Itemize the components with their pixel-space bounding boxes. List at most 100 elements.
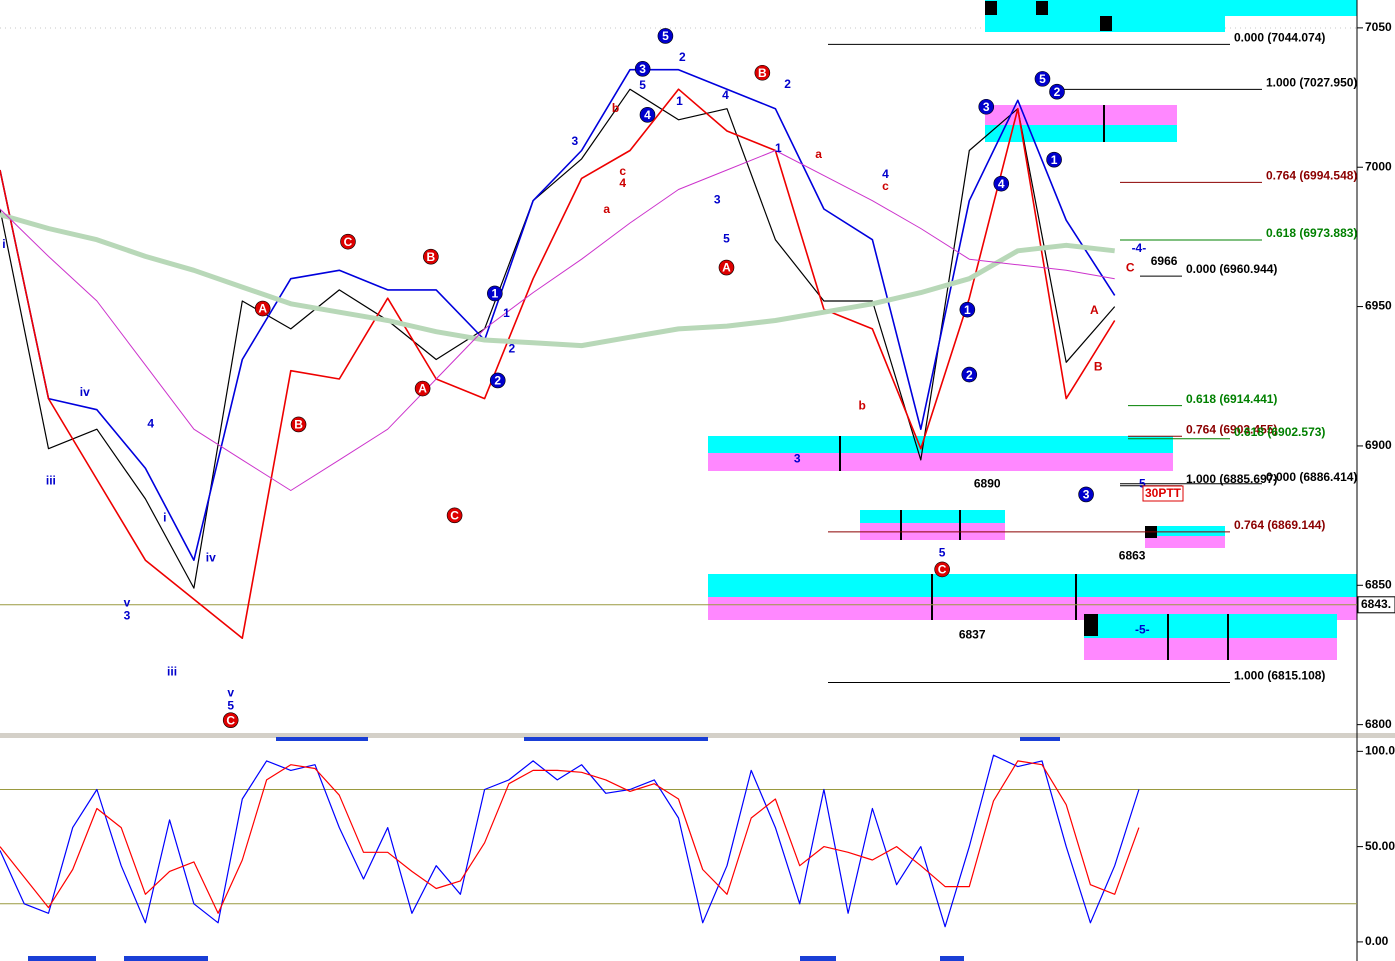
fib-level-label: 1.000 (6885.697) [1186,472,1277,486]
wave-label: 2 [494,374,501,388]
wave-label: 1 [491,287,498,301]
wave-circle [993,175,1010,192]
wave-label: b [859,399,866,413]
wave-label: 2 [784,77,791,91]
zone-magenta [708,453,1173,471]
wave-label: 1 [503,306,510,320]
wave-circle [657,28,674,44]
tag-box [1142,485,1184,502]
wave-label: 2 [508,342,515,356]
y-tick-label: 7050 [1365,20,1392,34]
zone-cyan [1145,526,1225,536]
wave-label: B [294,418,303,432]
y-tick-label: 6850 [1365,577,1392,591]
y-tick-label: 50.00 [1365,839,1395,853]
wave-label: 5 [1039,72,1046,86]
zone-block [1036,1,1048,15]
wave-circle [634,61,651,77]
panel-divider [0,733,1395,738]
wave-label: 4 [644,108,651,122]
zone-cyan [985,0,1357,16]
fib-level-label: 1.000 (7027.950) [1266,75,1357,89]
fib-level-label: 0.764 (6869.144) [1234,518,1325,532]
zone-cyan [860,510,1005,523]
marker-label-box [1357,596,1395,614]
wave-label: iv [206,551,216,565]
wave-label: 3 [639,62,646,76]
wave-label: 5 [723,232,730,246]
zone-cyan [708,574,1357,597]
wave-circle [1034,71,1051,87]
wave-label: A [418,382,427,396]
zone-magenta [1145,536,1225,548]
wave-label: 6966 [1151,254,1178,268]
wave-label: v [227,685,234,699]
wave-label: 4 [619,176,626,190]
wave-label: B [758,66,767,80]
wave-label: B [427,250,436,264]
wave-label: 2 [966,368,973,382]
wave-label: iv [80,385,90,399]
time-bar [800,956,836,961]
wave-circle [961,366,978,383]
wave-label: 6863 [1119,548,1146,562]
wave-label: iii [46,474,56,488]
wave-label: A [258,302,267,316]
wave-label: c [882,179,889,193]
zone-cyan [1084,614,1337,638]
wave-label: 1 [775,141,782,155]
series-line [0,212,1115,349]
zone-magenta [985,105,1177,125]
wave-circle [414,380,431,397]
wave-label: 4 [998,177,1005,191]
wave-label: i [2,237,5,251]
wave-circle [446,507,463,524]
wave-label: 3 [1083,488,1090,502]
fib-level-label: 0.618 (6902.573) [1234,425,1325,439]
zone-block [1100,16,1112,31]
wave-label: 1 [676,94,683,108]
wave-label: -4- [1132,241,1147,255]
wave-label: A [1090,303,1099,317]
series-line [0,68,1116,561]
wave-label: 6890 [974,476,1001,490]
fib-level-label: 0.000 (7044.074) [1234,31,1325,45]
wave-circle [1049,83,1065,100]
wave-label: C [226,713,235,727]
wave-circle [423,248,439,265]
wave-label: 5 [639,78,646,92]
wave-label: c [619,164,626,178]
wave-circle [934,561,950,578]
wave-label: 4 [147,417,154,431]
wave-label: C [450,509,459,523]
wave-label: a [603,202,610,216]
wave-label: a [815,147,822,161]
fib-level-label: 0.000 (6960.944) [1186,262,1277,276]
zone-magenta [1084,638,1337,660]
wave-circle [639,107,656,123]
series-line [0,88,1116,589]
wave-label: b [612,101,619,115]
wave-label: iii [167,664,177,678]
fib-level-label: 0.764 (6903.455) [1186,422,1277,436]
wave-label: 3 [983,100,990,114]
wave-circle [959,301,976,318]
wave-label: v [124,595,131,609]
wave-circle [489,372,506,389]
wave-label: C [1126,261,1135,275]
y-tick-label: 6900 [1365,438,1392,452]
wave-circle [978,98,995,115]
wave-label: 3 [794,452,801,466]
wave-label: C [344,235,353,249]
series-line [0,760,1140,914]
wave-circle [340,233,356,250]
wave-label: 2 [1054,85,1061,99]
wave-circle [718,259,735,276]
wave-circle [290,416,307,433]
time-bar [524,737,708,741]
wave-circle [254,300,271,317]
wave-label: 2 [679,50,686,64]
marker-label: 6843. [1361,597,1391,611]
